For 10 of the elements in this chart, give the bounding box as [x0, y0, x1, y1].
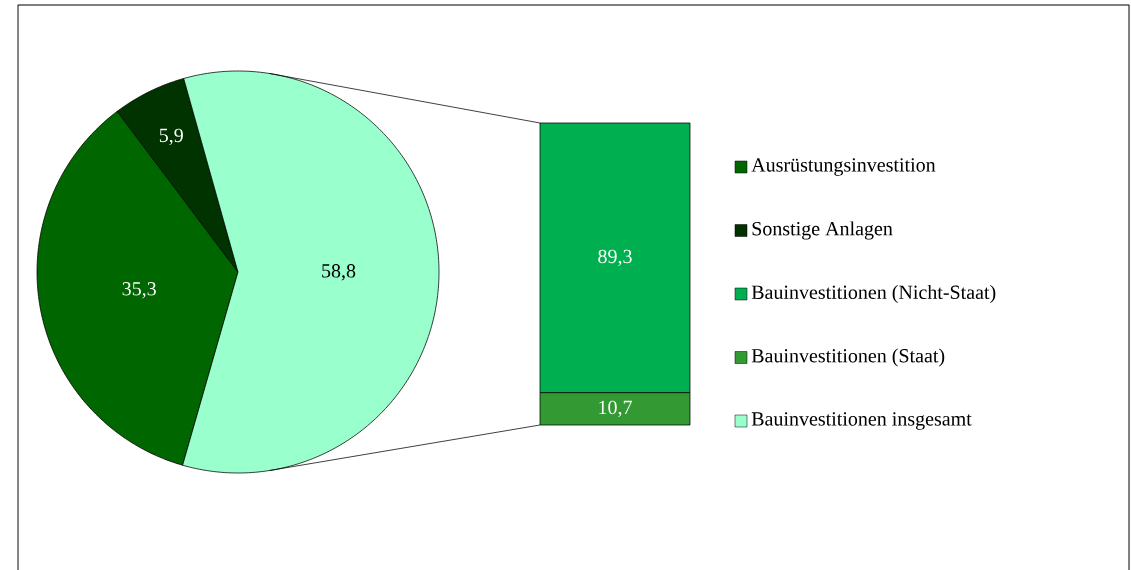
data-label: 35,3: [122, 282, 156, 299]
legend-label: Bauinvestitionen insgesamt: [751, 412, 972, 430]
data-label: 5,9: [159, 128, 183, 146]
legend-label: Bauinvestitionen (Nicht-Staat): [751, 284, 996, 304]
legend-label: Ausrüstungsinvestition: [751, 158, 936, 176]
legend-label: Sonstige Anlagen: [752, 221, 893, 240]
legend-label: Bauinvestitionen (Staat): [751, 348, 945, 367]
data-label: 58,8: [322, 264, 356, 281]
data-label: 10,7: [599, 400, 632, 418]
data-label: 89,3: [598, 249, 632, 267]
